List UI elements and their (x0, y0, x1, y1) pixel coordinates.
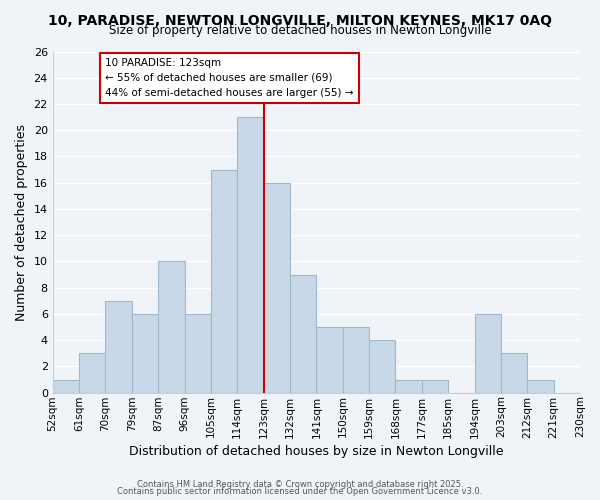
Bar (395, 380, 422, 392)
Text: Size of property relative to detached houses in Newton Longville: Size of property relative to detached ho… (109, 24, 491, 37)
Bar (158, 262, 185, 392)
Text: 10 PARADISE: 123sqm
← 55% of detached houses are smaller (69)
44% of semi-detach: 10 PARADISE: 123sqm ← 55% of detached ho… (106, 58, 354, 98)
Bar (369, 340, 395, 392)
Bar (53, 380, 79, 392)
Text: Contains public sector information licensed under the Open Government Licence v3: Contains public sector information licen… (118, 487, 482, 496)
Text: Contains HM Land Registry data © Crown copyright and database right 2025.: Contains HM Land Registry data © Crown c… (137, 480, 463, 489)
Y-axis label: Number of detached properties: Number of detached properties (15, 124, 28, 320)
Bar (501, 354, 527, 393)
Bar (475, 314, 501, 392)
Bar (237, 117, 263, 392)
Bar (132, 314, 158, 392)
Bar (106, 301, 132, 392)
Bar (79, 354, 106, 393)
Text: 10, PARADISE, NEWTON LONGVILLE, MILTON KEYNES, MK17 0AQ: 10, PARADISE, NEWTON LONGVILLE, MILTON K… (48, 14, 552, 28)
X-axis label: Distribution of detached houses by size in Newton Longville: Distribution of detached houses by size … (129, 444, 503, 458)
Bar (527, 380, 554, 392)
Bar (185, 314, 211, 392)
Bar (316, 327, 343, 392)
Bar (343, 327, 369, 392)
Bar (422, 380, 448, 392)
Bar (263, 182, 290, 392)
Bar (290, 274, 316, 392)
Bar (211, 170, 237, 392)
